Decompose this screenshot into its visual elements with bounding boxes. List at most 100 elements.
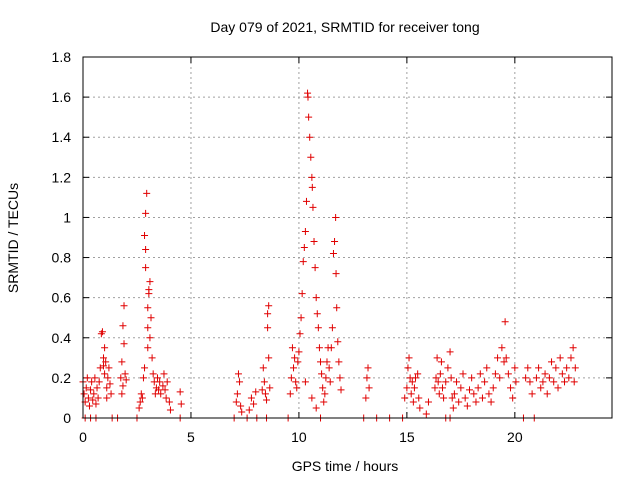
data-point <box>141 364 149 372</box>
data-point <box>297 314 305 322</box>
data-point <box>539 378 547 386</box>
data-point <box>332 213 340 221</box>
data-point <box>416 404 424 412</box>
data-point <box>157 390 165 398</box>
data-point <box>570 378 578 386</box>
data-point <box>543 390 551 398</box>
data-point <box>101 370 109 378</box>
data-point <box>261 390 269 398</box>
data-point <box>84 394 92 402</box>
data-point <box>309 203 317 211</box>
data-point <box>442 378 450 386</box>
data-point <box>558 370 566 378</box>
data-point <box>119 322 127 330</box>
data-point <box>459 370 467 378</box>
data-point <box>328 324 336 332</box>
data-point <box>247 394 255 402</box>
data-point <box>159 382 167 390</box>
data-point <box>331 238 339 246</box>
data-point <box>103 394 111 402</box>
data-point <box>98 328 106 336</box>
data-point <box>410 384 418 392</box>
data-point <box>265 354 273 362</box>
data-point <box>422 410 430 418</box>
data-point <box>463 402 471 410</box>
data-point <box>435 390 443 398</box>
y-tick-label: 1.8 <box>52 49 72 65</box>
data-point <box>308 394 316 402</box>
data-point <box>238 408 246 416</box>
data-point <box>334 338 342 346</box>
data-point <box>147 314 155 322</box>
data-point <box>89 396 97 404</box>
data-point <box>326 378 334 386</box>
data-point <box>232 398 240 406</box>
data-point <box>485 390 493 398</box>
data-point <box>85 402 93 410</box>
data-point <box>537 384 545 392</box>
data-point <box>144 304 152 312</box>
data-point <box>302 197 310 205</box>
grid-lines <box>83 57 612 418</box>
data-point <box>440 394 448 402</box>
data-point <box>104 374 112 382</box>
data-point <box>145 290 153 298</box>
data-point <box>571 364 579 372</box>
data-point <box>412 374 420 382</box>
data-point <box>146 334 154 342</box>
data-point <box>80 390 88 398</box>
data-point <box>448 394 456 402</box>
data-point <box>142 246 150 254</box>
data-point <box>362 394 370 402</box>
data-point <box>136 398 144 406</box>
data-point <box>524 364 532 372</box>
data-point <box>322 374 330 382</box>
data-point <box>444 364 452 372</box>
data-point <box>94 394 102 402</box>
data-point <box>263 396 271 404</box>
data-point <box>146 278 154 286</box>
y-tick-label: 1.6 <box>52 89 72 105</box>
data-point <box>556 354 564 362</box>
data-point <box>336 374 344 382</box>
data-point <box>264 324 272 332</box>
data-point <box>83 374 91 382</box>
data-point <box>323 358 331 366</box>
data-point <box>481 378 489 386</box>
data-point <box>528 390 536 398</box>
data-point <box>92 400 100 408</box>
data-point <box>121 370 129 378</box>
data-point <box>266 384 274 392</box>
data-point <box>474 384 482 392</box>
data-point <box>265 302 273 310</box>
data-point <box>300 244 308 252</box>
data-point <box>337 386 345 394</box>
data-point <box>291 354 299 362</box>
axis-ticks: 0 0.2 0.4 0.6 0.8 1 1.2 1.4 1.6 1.8 0 5 10 15 20 <box>52 49 612 445</box>
data-point <box>476 370 484 378</box>
data-point <box>563 364 571 372</box>
x-tick-label: 0 <box>79 429 87 445</box>
data-point <box>500 358 508 366</box>
data-point <box>118 390 126 398</box>
data-point <box>507 384 515 392</box>
data-point <box>483 364 491 372</box>
data-point <box>437 358 445 366</box>
data-point <box>403 384 411 392</box>
data-point <box>308 173 316 181</box>
data-point <box>470 390 478 398</box>
data-point <box>455 398 463 406</box>
data-point <box>142 264 150 272</box>
data-point <box>457 384 465 392</box>
data-point <box>101 344 109 352</box>
x-axis-label: GPS time / hours <box>292 458 399 474</box>
data-point <box>90 390 98 398</box>
data-point <box>236 378 244 386</box>
y-tick-label: 1.2 <box>52 169 72 185</box>
data-point <box>541 370 549 378</box>
data-point <box>318 370 326 378</box>
data-point <box>310 238 318 246</box>
x-tick-label: 15 <box>399 429 415 445</box>
data-point <box>365 384 373 392</box>
data-point <box>288 344 296 352</box>
